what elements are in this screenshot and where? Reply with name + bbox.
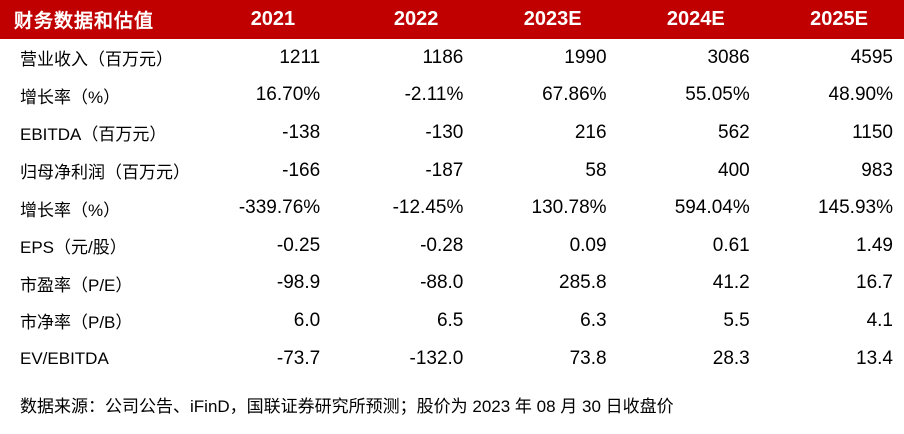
value-cell: -132.0 [409,347,464,369]
value-cell: 5.5 [723,309,750,331]
table-title: 财务数据和估值 [14,11,155,32]
row-label: 增长率（%） [20,200,121,220]
table-row: 营业收入（百万元） 1211 1186 1990 3086 4595 [0,39,904,77]
value-cell: 55.05% [685,84,750,106]
value-cell: 48.90% [828,84,893,106]
value-cell: -187 [425,159,464,181]
row-label: 增长率（%） [20,87,121,107]
value-cell: 1150 [852,121,893,143]
table-row: 增长率（%） 16.70% -2.11% 67.86% 55.05% 48.90% [0,77,904,115]
value-cell: 145.93% [817,197,893,219]
value-cell: 16.7 [856,272,893,294]
table-row: EPS（元/股） -0.25 -0.28 0.09 0.61 1.49 [0,227,904,265]
value-cell: 58 [585,159,607,181]
value-cell: -138 [282,121,321,143]
value-cell: -0.25 [276,234,321,256]
table-row: 市盈率（P/E） -98.9 -88.0 285.8 41.2 16.7 [0,265,904,303]
value-cell: 285.8 [559,272,607,294]
value-cell: 67.86% [542,84,607,106]
table-row: 归母净利润（百万元） -166 -187 58 400 983 [0,152,904,190]
value-cell: 28.3 [712,347,750,369]
row-label: 市净率（P/B） [20,313,133,333]
value-cell: -339.76% [238,197,321,219]
value-cell: 3086 [707,46,750,68]
value-cell: 41.2 [712,272,750,294]
value-cell: 1186 [422,46,464,68]
value-cell: 1211 [279,46,321,68]
value-cell: 16.70% [255,84,321,106]
value-cell: 6.5 [436,309,464,331]
value-cell: -88.0 [420,272,464,294]
table-row: EBITDA（百万元） -138 -130 216 562 1150 [0,114,904,152]
value-cell: 6.3 [580,309,607,331]
value-cell: 400 [718,159,750,181]
value-cell: 983 [861,159,893,181]
value-cell: -0.28 [420,234,464,256]
value-cell: 13.4 [856,347,893,369]
value-cell: -130 [425,121,464,143]
table-row: 增长率（%） -339.76% -12.45% 130.78% 594.04% 145.9… [0,189,904,227]
value-cell: 130.78% [531,197,607,219]
row-label: EPS（元/股） [20,238,127,258]
year-column-header: 2022 [393,8,439,30]
row-label: EBITDA（百万元） [20,125,167,145]
year-column-header: 2025E [810,8,868,30]
value-cell: 1990 [564,46,607,68]
value-cell: -98.9 [276,272,321,294]
year-column-header: 2023E [523,8,582,30]
table-row: 市净率（P/B） 6.0 6.5 6.3 5.5 4.1 [0,302,904,340]
value-cell: 0.09 [569,234,607,256]
value-cell: 216 [574,121,607,143]
value-cell: 1.49 [856,234,893,256]
table-header-row: 财务数据和估值 2021 2022 2023E 2024E 2025E [0,0,904,39]
year-column-header: 2021 [250,8,296,30]
row-label: 市盈率（P/E） [20,275,133,295]
value-cell: -73.7 [276,347,321,369]
value-cell: 594.04% [674,197,750,219]
financial-estimates-table: 财务数据和估值 2021 2022 2023E 2024E 2025E 营业收入（百万元… [0,0,904,378]
value-cell: 0.61 [712,234,750,256]
year-column-header: 2024E [666,8,725,30]
table-row: EV/EBITDA -73.7 -132.0 73.8 28.3 13.4 [0,340,904,378]
value-cell: -166 [282,159,321,181]
value-cell: -12.45% [392,197,464,219]
row-label: 营业收入（百万元） [20,50,173,70]
value-cell: 4.1 [866,309,893,331]
data-source-note: 数据来源：公司公告、iFinD，国联证券研究所预测；股价为 2023 年 08 … [20,397,674,417]
value-cell: 73.8 [569,347,607,369]
value-cell: 6.0 [293,309,321,331]
value-cell: 4595 [850,46,893,68]
value-cell: 562 [718,121,750,143]
row-label: EV/EBITDA [20,348,109,368]
value-cell: -2.11% [404,84,464,106]
row-label: 归母净利润（百万元） [20,163,190,183]
